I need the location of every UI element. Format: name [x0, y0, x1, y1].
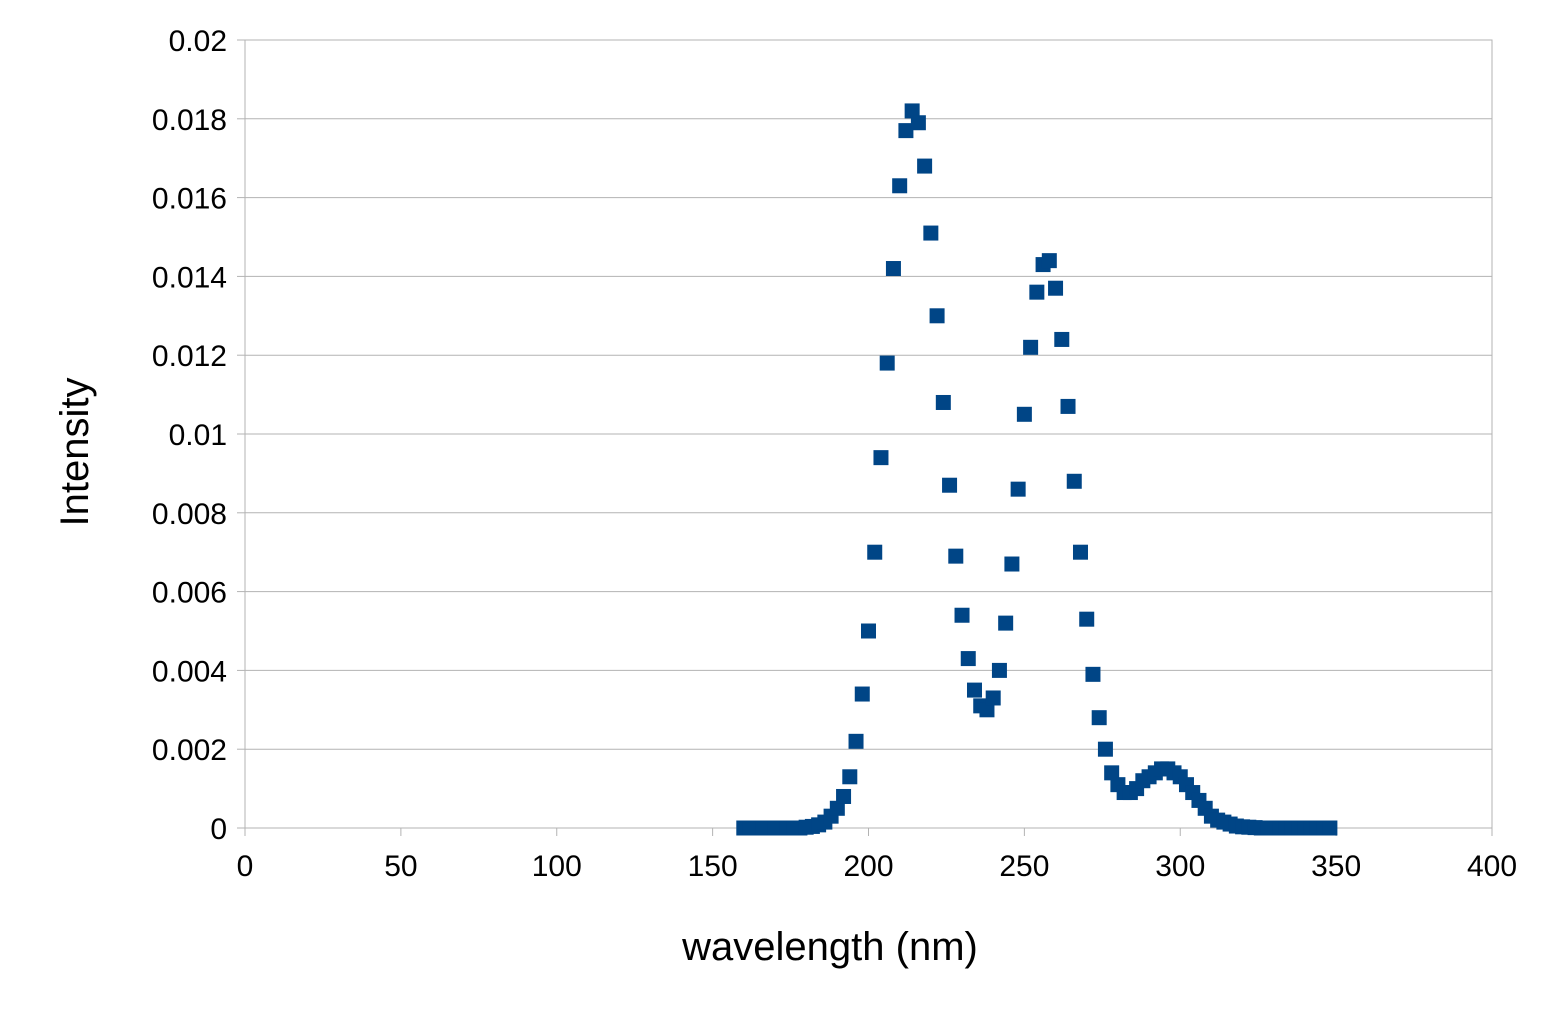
data-point [1023, 339, 1039, 355]
data-point [923, 225, 939, 241]
x-tick-label: 400 [1467, 850, 1517, 883]
tick-labels: 0 0.002 0.004 0.006 0.008 0.01 0.012 0.014 0.016… [152, 25, 1517, 883]
data-point [1085, 666, 1101, 682]
x-axis-title: wavelength (nm) [681, 925, 978, 969]
data-point [879, 355, 895, 371]
data-point [892, 178, 908, 194]
data-point [848, 733, 864, 749]
data-point [1048, 280, 1064, 296]
data-point [842, 769, 858, 785]
y-tick-label: 0.008 [152, 498, 227, 531]
data-point [1029, 284, 1045, 300]
y-tick-label: 0.016 [152, 183, 227, 216]
data-point [829, 800, 845, 816]
data-point [991, 662, 1007, 678]
y-tick-label: 0.012 [152, 340, 227, 373]
x-tick-label: 150 [688, 850, 738, 883]
data-point [861, 623, 876, 639]
data-point [1091, 710, 1107, 726]
data-point [917, 158, 933, 174]
data-point [1104, 765, 1120, 781]
y-tick-label: 0.004 [152, 655, 227, 688]
data-point [979, 702, 995, 718]
data-point [910, 115, 926, 131]
x-tick-label: 0 [237, 850, 254, 883]
data-point [1079, 611, 1095, 627]
axes [237, 39, 1493, 836]
gridlines [245, 39, 1492, 829]
data-point [1004, 556, 1020, 572]
data-point [1072, 544, 1088, 560]
data-point [867, 544, 883, 560]
data-point [960, 651, 976, 667]
x-tick-label: 50 [384, 850, 417, 883]
data-point [954, 607, 970, 623]
y-tick-label: 0.002 [152, 734, 227, 767]
data-point [854, 686, 870, 702]
y-tick-label: 0.018 [152, 104, 227, 137]
data-point [1041, 253, 1057, 269]
data-point [929, 308, 945, 324]
data-point [998, 615, 1014, 631]
y-axis-title: Intensity [53, 378, 97, 527]
data-point [966, 682, 982, 698]
data-point [1322, 820, 1338, 836]
data-point [1066, 473, 1082, 489]
data-point [898, 123, 914, 139]
data-points [736, 103, 1338, 836]
y-tick-label: 0.01 [169, 419, 227, 452]
data-point [948, 548, 964, 564]
y-tick-label: 0 [210, 813, 227, 846]
x-tick-label: 200 [843, 850, 893, 883]
x-tick-label: 250 [999, 850, 1049, 883]
y-tick-label: 0.014 [152, 261, 227, 294]
x-tick-label: 300 [1155, 850, 1205, 883]
data-point [1016, 406, 1032, 422]
data-point [1060, 398, 1076, 414]
x-tick-label: 100 [532, 850, 582, 883]
data-point [904, 103, 920, 119]
data-point [1054, 331, 1070, 347]
data-point [1097, 741, 1113, 757]
data-point [985, 690, 1001, 706]
x-tick-label: 350 [1311, 850, 1361, 883]
y-tick-label: 0.02 [169, 25, 227, 58]
data-point [1010, 481, 1026, 497]
data-point [873, 450, 889, 466]
data-point [942, 477, 958, 493]
data-point [935, 394, 951, 410]
y-tick-label: 0.006 [152, 577, 227, 610]
data-point [836, 788, 852, 804]
data-point [885, 261, 901, 277]
